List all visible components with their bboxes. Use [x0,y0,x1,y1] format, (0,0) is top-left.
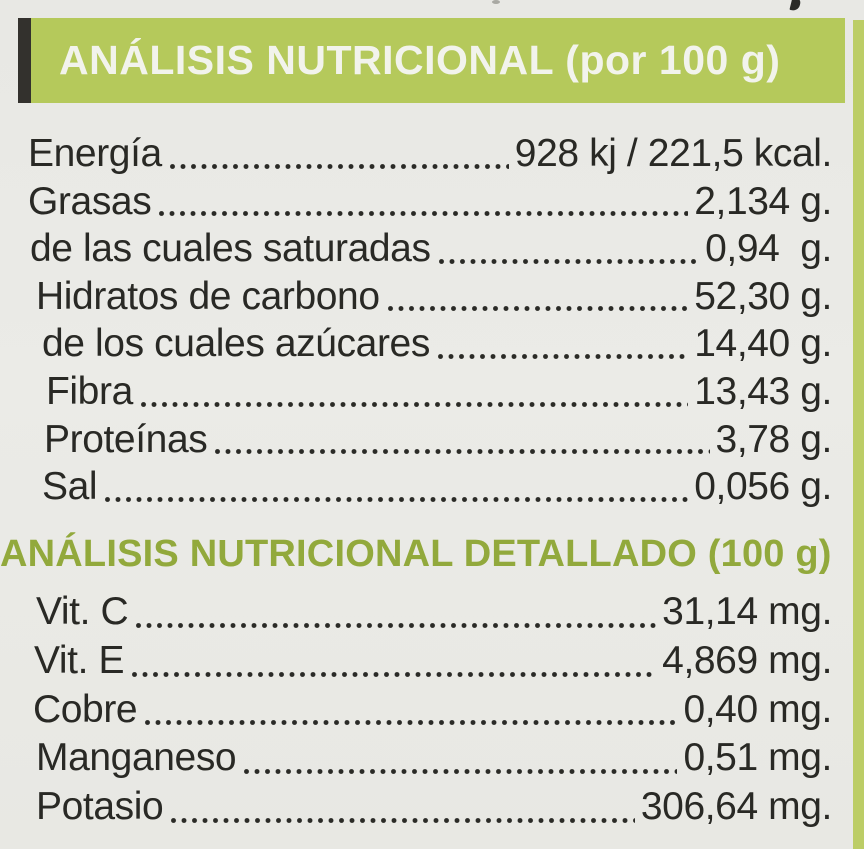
table-row: Proteínas 3,78 g. [28,416,832,464]
nutrient-value: 31,14 mg. [662,590,832,633]
nutrient-value: 2,134 g. [694,179,832,223]
dot-leader [171,817,635,823]
nutrient-value: 14,40 g. [694,322,832,366]
table-row: Manganeso 0,51 mg. [28,734,832,783]
table-row: Fibra 13,43 g. [28,368,832,416]
section-title: ANÁLISIS NUTRICIONAL (por 100 g) [59,37,781,83]
nutrient-value: 4,869 mg. [662,638,832,682]
dot-leader [438,258,700,264]
section-header-bar: ANÁLISIS NUTRICIONAL (por 100 g) [18,18,845,103]
nutrient-value: 0,40 mg. [683,687,832,731]
nutrient-label: de los cuales azúcares [42,322,430,366]
nutrient-label: Proteínas [44,417,208,461]
cropped-text-artifact [492,0,500,4]
dot-leader [136,622,657,628]
nutrient-value: 0,056 g. [694,465,832,509]
table-row: Grasas 2,134 g. [28,178,832,226]
table-row: Vit. C 31,14 mg. [28,588,832,637]
dot-leader [105,496,689,502]
dot-leader [169,163,509,169]
dot-leader [140,401,689,407]
detailed-nutrition-table: Vit. C 31,14 mg. Vit. E 4,869 mg. Cobre … [28,588,832,832]
nutrient-value: 0,51 mg. [683,736,832,780]
nutrient-label: Manganeso [36,736,237,780]
nutrient-label: Vit. C [36,590,129,633]
nutrient-label: Grasas [28,179,152,223]
table-row: Sal 0,056 g. [28,463,832,511]
table-row: de los cuales azúcares 14,40 g. [28,320,832,368]
table-row: Vit. E 4,869 mg. [28,637,832,686]
header-green-bar: ANÁLISIS NUTRICIONAL (por 100 g) [31,18,845,103]
table-row: Cobre 0,40 mg. [28,686,832,735]
table-row: Potasio 306,64 mg. [28,783,832,832]
nutrient-value: 52,30 g. [694,274,832,318]
nutrition-table: Energía 928 kj / 221,5 kcal. Grasas 2,13… [28,130,832,511]
dot-leader [244,769,678,775]
table-row: de las cuales saturadas 0,94 g. [28,225,832,273]
nutrient-value: 306,64 mg. [640,785,833,829]
dot-leader [132,671,657,677]
nutrient-value: 0,94 g. [705,227,832,271]
nutrient-label: Sal [42,465,98,509]
nutrient-label: Cobre [33,687,138,731]
nutrient-label: Fibra [46,369,133,413]
dot-leader [215,449,710,455]
dot-leader [145,720,678,726]
nutrient-label: de las cuales saturadas [30,227,431,271]
nutrient-value: 3,78 g. [715,417,833,461]
nutrient-label: Hidratos de carbono [36,274,380,318]
dot-leader [159,211,689,217]
cropped-text-artifact [789,0,802,12]
nutrient-value: 928 kj / 221,5 kcal. [514,132,833,175]
dot-leader [387,306,689,312]
nutrient-value: 13,43 g. [694,369,832,413]
nutrient-label: Energía [28,132,162,175]
nutrient-label: Vit. E [34,638,125,682]
label-edge-strip [853,20,864,849]
dot-leader [437,353,689,359]
nutrient-label: Potasio [36,785,164,829]
header-black-tab [18,18,31,103]
table-row: Energía 928 kj / 221,5 kcal. [28,130,832,178]
detail-section-title: ANÁLISIS NUTRICIONAL DETALLADO (100 g) [0,533,832,575]
table-row: Hidratos de carbono 52,30 g. [28,273,832,321]
